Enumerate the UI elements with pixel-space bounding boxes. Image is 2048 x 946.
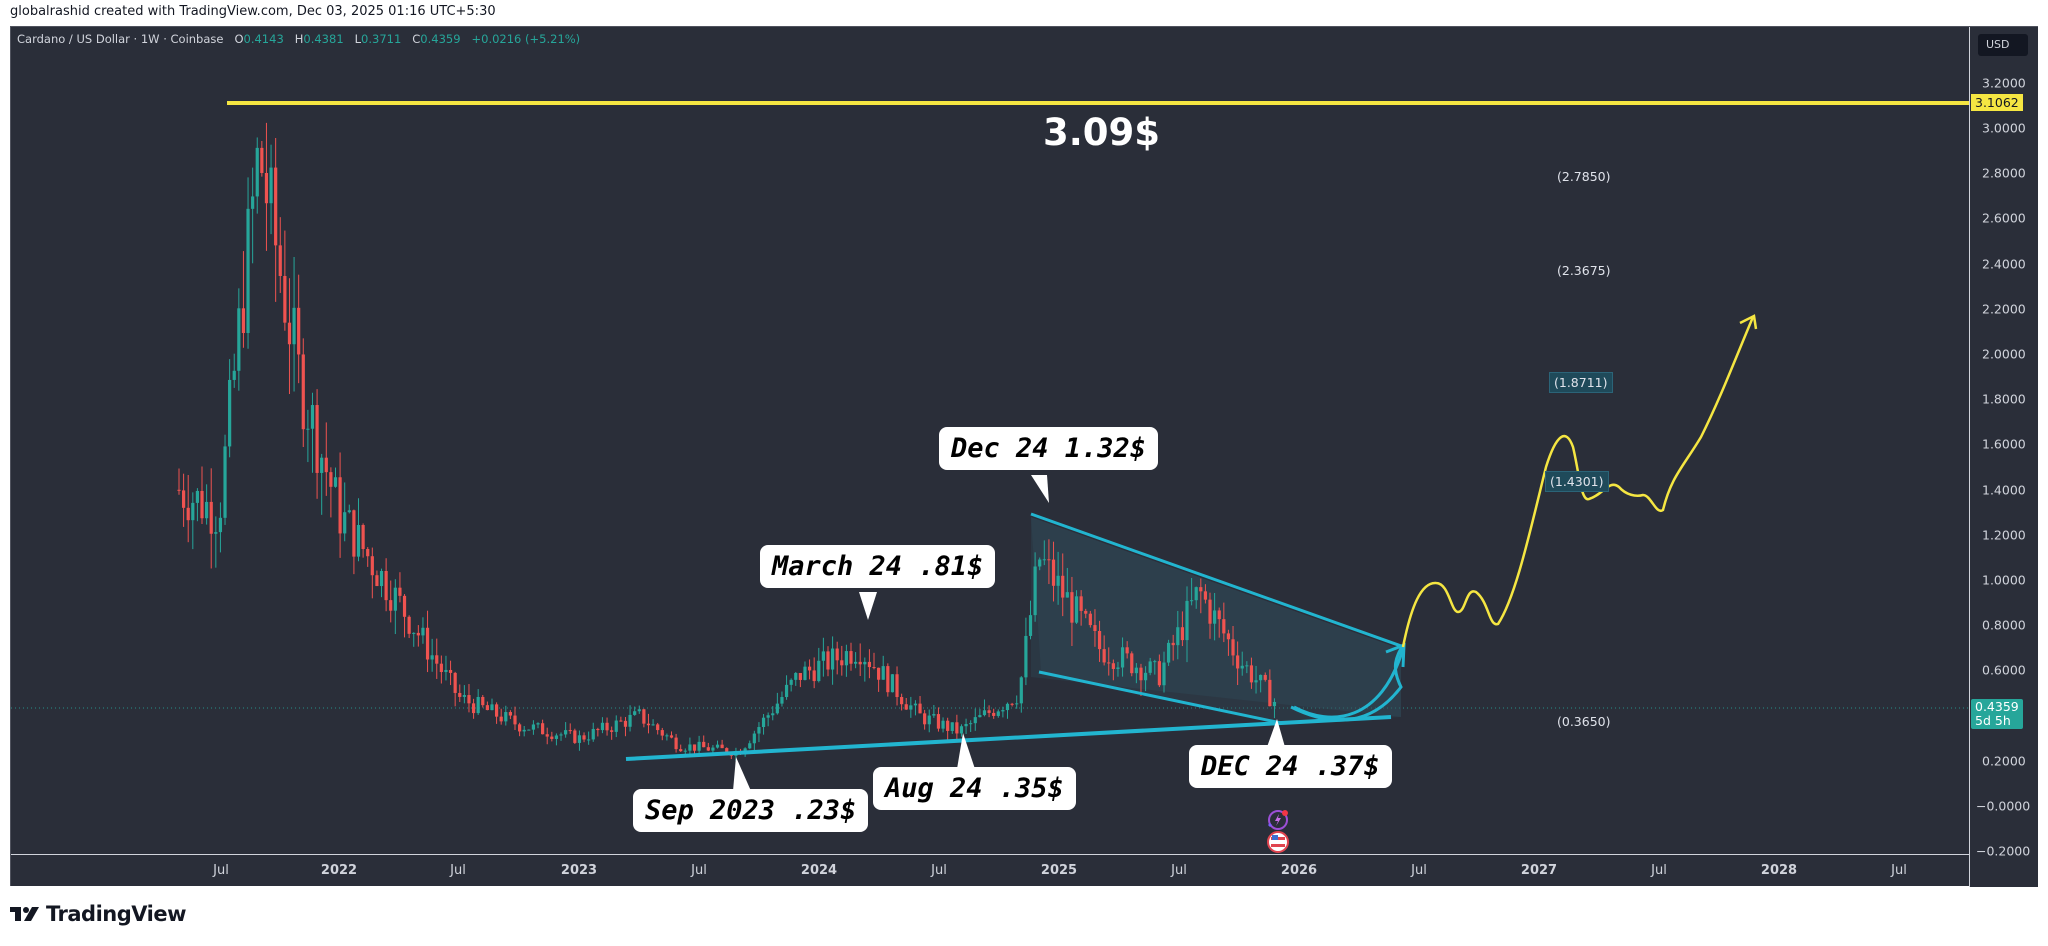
plot-area[interactable]: 3.09$ (2.7850) (2.3675) (1.8711) (1.4301… (11, 27, 1969, 854)
price-tick: −0.0000 (1976, 798, 2031, 814)
chart-frame: 3.09$ (2.7850) (2.3675) (1.8711) (1.4301… (10, 26, 2038, 887)
ohlc-legend: Cardano / US Dollar · 1W · Coinbase O0.4… (17, 32, 581, 46)
price-tick: 1.4000 (1982, 482, 2026, 498)
callout-pointer (957, 733, 975, 769)
time-tick: Jul (1651, 863, 1667, 878)
callout-pointer (1267, 719, 1285, 747)
time-tick: 2023 (560, 863, 598, 878)
high-value: 0.4381 (303, 32, 344, 46)
price-tick: 1.6000 (1982, 436, 2026, 452)
last-price-badge: 0.4359 5d 5h (1971, 699, 2023, 729)
price-tick: 3.2000 (1982, 75, 2026, 91)
callout-pointer (859, 592, 877, 620)
time-tick: 2025 (1040, 863, 1078, 878)
price-tick: 3.0000 (1982, 120, 2026, 136)
brand-name: TradingView (46, 902, 186, 926)
time-tick: 2028 (1760, 863, 1798, 878)
earnings-event-icon[interactable] (1265, 807, 1291, 833)
time-tick: Jul (931, 863, 947, 878)
price-axis[interactable]: USD 3.2000 3.0000 2.8000 2.6000 2.4000 2… (1969, 27, 2038, 887)
low-value: 0.3711 (361, 32, 402, 46)
time-axis[interactable]: Jul 2022 Jul 2023 Jul 2024 Jul 2025 Jul … (11, 854, 1969, 886)
ath-label: 3.09$ (1043, 111, 1161, 154)
change-value: +0.0216 (+5.21%) (471, 32, 581, 46)
price-tick: 0.2000 (1982, 753, 2026, 769)
time-tick: Jul (691, 863, 707, 878)
currency-selector[interactable]: USD (1978, 34, 2028, 56)
price-tick: 2.2000 (1982, 301, 2026, 317)
tradingview-logo[interactable]: TradingView (10, 902, 186, 926)
price-tick: 1.0000 (1982, 572, 2026, 588)
price-tick: 2.8000 (1982, 165, 2026, 181)
last-price: 0.4359 (1975, 699, 2019, 714)
callout-aug24: Aug 24 .35$ (873, 767, 1076, 810)
fib-level-0365: (0.3650) (1557, 714, 1611, 729)
callout-pointer (733, 757, 751, 791)
price-tick: 1.2000 (1982, 527, 2026, 543)
callout-march24: March 24 .81$ (760, 545, 996, 588)
price-tick: 2.6000 (1982, 210, 2026, 226)
time-tick: Jul (213, 863, 229, 878)
fib-level-18711: (1.8711) (1549, 372, 1613, 393)
fib-level-14301: (1.4301) (1545, 471, 1609, 492)
ath-price-badge: 3.1062 (1971, 94, 2023, 111)
callout-sep2023: Sep 2023 .23$ (633, 789, 869, 832)
callout-pointer (1031, 475, 1049, 503)
time-tick: 2024 (800, 863, 838, 878)
time-tick: Jul (450, 863, 466, 878)
price-tick: 1.8000 (1982, 391, 2026, 407)
chart-credit: globalrashid created with TradingView.co… (10, 4, 496, 19)
close-value: 0.4359 (420, 32, 461, 46)
time-tick: 2026 (1280, 863, 1318, 878)
candlestick-chart (11, 101, 1969, 761)
time-tick: 2022 (320, 863, 358, 878)
price-tick: −0.2000 (1976, 843, 2031, 859)
price-tick: 0.8000 (1982, 617, 2026, 633)
price-tick: 0.6000 (1982, 662, 2026, 678)
price-tick: 2.0000 (1982, 346, 2026, 362)
symbol-title[interactable]: Cardano / US Dollar · 1W · Coinbase (17, 32, 224, 46)
fib-level-2785: (2.7850) (1557, 169, 1611, 184)
time-tick: Jul (1891, 863, 1907, 878)
callout-dec24-high: Dec 24 1.32$ (939, 427, 1159, 470)
callout-dec24-low: DEC 24 .37$ (1189, 745, 1392, 788)
time-tick: 2027 (1520, 863, 1558, 878)
time-tick: Jul (1411, 863, 1427, 878)
open-value: 0.4143 (243, 32, 284, 46)
bar-countdown: 5d 5h (1975, 713, 2011, 728)
tradingview-logo-icon (10, 907, 39, 921)
fib-level-23675: (2.3675) (1557, 263, 1611, 278)
price-tick: 2.4000 (1982, 256, 2026, 272)
us-economic-event-icon[interactable] (1266, 830, 1290, 854)
time-tick: Jul (1171, 863, 1187, 878)
